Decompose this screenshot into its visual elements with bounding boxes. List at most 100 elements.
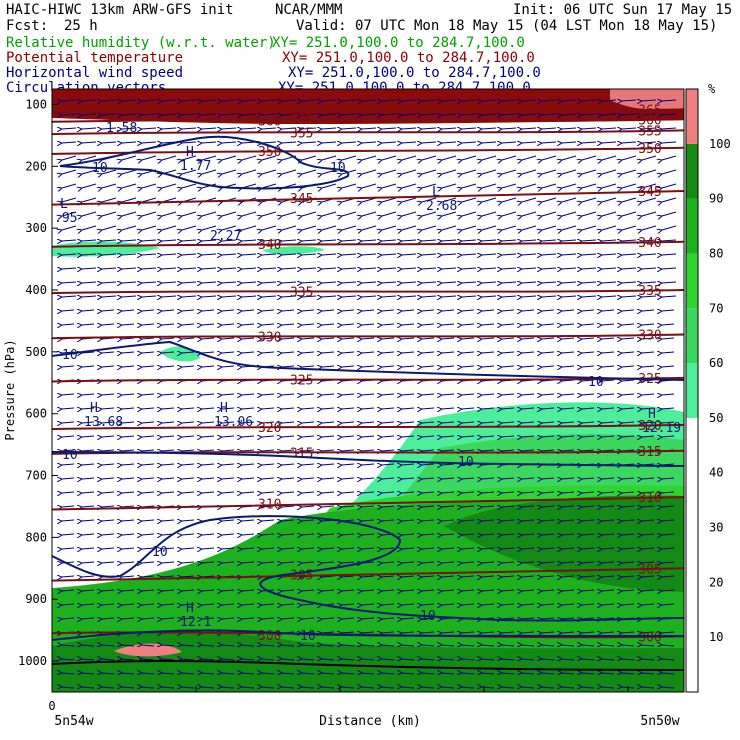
circulation-vector bbox=[62, 394, 75, 395]
circulation-vector bbox=[222, 296, 237, 297]
circulation-vector bbox=[282, 338, 295, 339]
circulation-vector bbox=[82, 128, 97, 129]
circulation-vector bbox=[442, 520, 455, 521]
circulation-vector bbox=[302, 338, 315, 339]
circulation-vector bbox=[522, 225, 537, 230]
circulation-vector bbox=[442, 450, 455, 451]
extremum-mark: L bbox=[60, 197, 68, 212]
circulation-vector bbox=[502, 450, 515, 451]
circulation-vector bbox=[622, 352, 635, 353]
circulation-vector bbox=[282, 310, 295, 311]
circulation-vector bbox=[442, 492, 455, 493]
circulation-vector bbox=[422, 254, 437, 255]
circulation-vector bbox=[282, 142, 297, 143]
circulation-vector bbox=[302, 324, 315, 325]
circulation-vector bbox=[162, 240, 177, 241]
circulation-vector bbox=[262, 296, 277, 297]
circulation-vector bbox=[502, 169, 517, 174]
circulation-vector bbox=[542, 296, 557, 297]
circulation-vector bbox=[602, 197, 617, 202]
circulation-vector bbox=[82, 506, 95, 507]
circulation-vector bbox=[622, 225, 637, 230]
circulation-vector bbox=[382, 338, 395, 339]
circulation-vector bbox=[402, 211, 417, 216]
circulation-vector bbox=[662, 211, 677, 216]
circulation-vector bbox=[482, 183, 497, 188]
circulation-vector bbox=[182, 296, 197, 297]
colorbar-tick-label: 20 bbox=[709, 575, 723, 589]
circulation-vector bbox=[502, 506, 515, 507]
circulation-vector bbox=[342, 142, 357, 143]
circulation-vector bbox=[542, 366, 555, 367]
wind-label: 10 bbox=[152, 545, 168, 560]
wind-label: 10 bbox=[458, 455, 474, 470]
circulation-vector bbox=[582, 183, 597, 188]
rh-band-100-low bbox=[114, 643, 182, 657]
circulation-vector bbox=[402, 128, 417, 129]
theta-label: 320 bbox=[258, 421, 281, 436]
model-title: HAIC-HIWC 13km ARW-GFS init bbox=[6, 2, 234, 18]
circulation-vector bbox=[542, 142, 557, 143]
circulation-vector bbox=[402, 506, 415, 507]
circulation-vector bbox=[302, 169, 317, 174]
circulation-vector bbox=[202, 225, 217, 230]
circulation-vector bbox=[462, 492, 475, 493]
circulation-vector bbox=[162, 183, 177, 188]
circulation-vector bbox=[642, 268, 657, 269]
rh-band-100-top bbox=[52, 89, 684, 124]
circulation-vector bbox=[62, 520, 75, 521]
circulation-vector bbox=[562, 169, 577, 174]
circulation-vector bbox=[542, 282, 557, 283]
circulation-vector bbox=[142, 394, 155, 395]
circulation-vector bbox=[602, 380, 615, 381]
circulation-vector bbox=[422, 114, 437, 115]
circulation-vector bbox=[202, 128, 217, 129]
colorbar-tick-label: 30 bbox=[709, 521, 723, 535]
circulation-vector bbox=[282, 436, 295, 437]
y-tick-label: 700 bbox=[25, 469, 47, 483]
circulation-vector bbox=[662, 114, 677, 115]
circulation-vector bbox=[102, 128, 117, 129]
circulation-vector bbox=[562, 128, 577, 129]
circulation-vector bbox=[422, 492, 435, 493]
circulation-vector bbox=[602, 408, 615, 409]
circulation-vector bbox=[582, 324, 595, 325]
circulation-vector bbox=[122, 296, 137, 297]
circulation-vector bbox=[162, 324, 175, 325]
circulation-vector bbox=[502, 225, 517, 230]
circulation-vector bbox=[282, 422, 295, 423]
circulation-vector bbox=[102, 183, 117, 188]
circulation-vector bbox=[182, 520, 195, 521]
circulation-vector bbox=[142, 436, 155, 437]
circulation-vector bbox=[122, 506, 135, 507]
circulation-vector bbox=[382, 464, 395, 465]
circulation-vector bbox=[602, 338, 615, 339]
circulation-vector bbox=[462, 506, 475, 507]
circulation-vector bbox=[122, 183, 137, 188]
circulation-vector bbox=[262, 520, 275, 521]
circulation-vector bbox=[262, 282, 277, 283]
circulation-vector bbox=[242, 464, 255, 465]
circulation-vector bbox=[122, 211, 137, 216]
circulation-vector bbox=[642, 478, 655, 479]
circulation-vector bbox=[182, 155, 197, 160]
circulation-vector bbox=[282, 394, 295, 395]
circulation-vector bbox=[122, 114, 137, 115]
circulation-vector bbox=[102, 492, 115, 493]
circulation-vector bbox=[602, 366, 615, 367]
circulation-vector bbox=[602, 352, 615, 353]
circulation-vector bbox=[342, 296, 357, 297]
circulation-vector bbox=[202, 450, 215, 451]
colorbar-band bbox=[686, 253, 698, 309]
circulation-vector bbox=[322, 352, 335, 353]
circulation-vector bbox=[82, 240, 97, 241]
rh-band-50-patch-b bbox=[262, 246, 325, 255]
circulation-vector bbox=[382, 254, 397, 255]
circulation-vector bbox=[162, 408, 175, 409]
y-tick-label: 100 bbox=[25, 97, 47, 111]
circulation-vector bbox=[242, 100, 257, 101]
circulation-vector bbox=[382, 408, 395, 409]
circulation-vector bbox=[122, 142, 137, 143]
theta-label: 365 bbox=[290, 105, 313, 120]
circulation-vector bbox=[402, 197, 417, 202]
